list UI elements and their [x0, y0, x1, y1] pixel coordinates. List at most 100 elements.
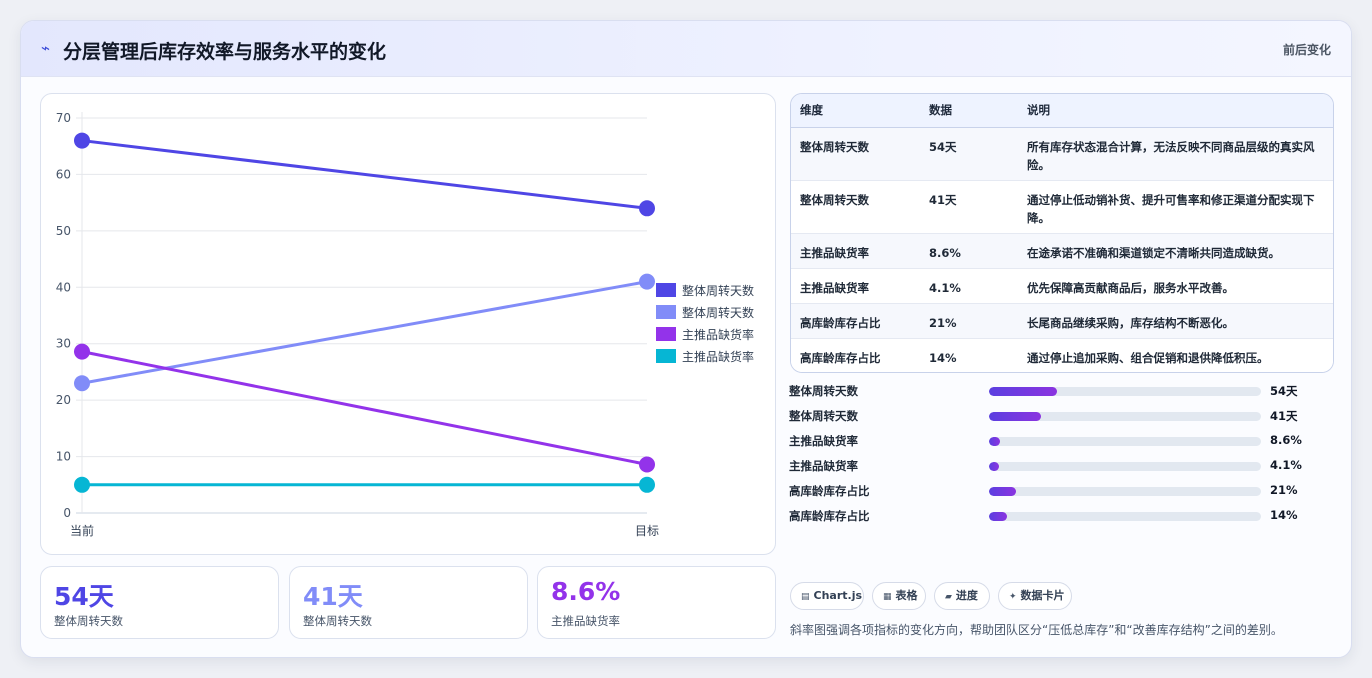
kpi-label: 整体周转天数 — [303, 614, 372, 628]
data-point — [639, 200, 655, 217]
progress-track — [989, 487, 1261, 496]
legend-swatch — [656, 327, 676, 341]
table-cell: 41天 — [929, 192, 957, 207]
progress-value: 54天 — [1270, 384, 1298, 398]
table-header-cell: 数据 — [920, 94, 1018, 128]
card-header: ⌁ 分层管理后库存效率与服务水平的变化 前后变化 — [21, 21, 1351, 77]
table-header-cell: 维度 — [791, 94, 920, 128]
legend-label: 整体周转天数 — [682, 283, 754, 298]
table-cell: 8.6% — [929, 245, 961, 260]
progress-value: 14% — [1270, 508, 1298, 522]
progress-value: 21% — [1270, 483, 1298, 497]
chart-svg: 0 10 20 30 40 50 60 70 当前 目标 整体周转天数整体周转天数主推品缺货率主推品… — [56, 111, 754, 538]
kpi-label: 整体周转天数 — [54, 614, 123, 628]
header-badge: 前后变化 — [1282, 43, 1331, 57]
tag-data-card[interactable]: ✦ 数据卡片 — [998, 582, 1072, 610]
table-cell: 14% — [929, 350, 957, 365]
table-row: 整体周转天数 54天 所有库存状态混合计算，无法反映不同商品层级的真实风险。 — [791, 127, 1333, 180]
table-cell: 整体周转天数 — [800, 139, 869, 154]
progress-fill — [989, 462, 999, 471]
data-table: 维度 数据 说明 整体周转天数 54天 所有库存状态混合计算，无法反映不同商品层… — [790, 93, 1334, 373]
table-row: 高库龄库存占比 21% 长尾商品继续采购，库存结构不断恶化。 — [791, 303, 1333, 338]
y-tick-label: 30 — [56, 337, 71, 351]
tag-label: 进度 — [955, 589, 978, 602]
series-line — [80, 350, 649, 466]
data-point — [639, 456, 655, 473]
y-tick-label: 50 — [56, 224, 71, 238]
table-cell: 高库龄库存占比 — [800, 350, 881, 365]
table-row: 高库龄库存占比 14% 通过停止追加采购、组合促销和退供降低积压。 — [791, 338, 1333, 372]
progress-icon: ▰ — [945, 592, 952, 602]
kpi-card: 8.6% 主推品缺货率 — [537, 566, 776, 639]
table-row: 主推品缺货率 4.1% 优先保障高贡献商品后，服务水平改善。 — [791, 268, 1333, 303]
progress-fill — [989, 387, 1057, 396]
table-cell: 高库龄库存占比 — [800, 315, 881, 330]
progress-row: 高库龄库存占比 21% — [789, 481, 1329, 501]
legend-label: 主推品缺货率 — [682, 327, 754, 342]
progress-row: 整体周转天数 54天 — [789, 381, 1329, 401]
table-cell: 在途承诺不准确和渠道锁定不清晰共同造成缺货。 — [1027, 245, 1280, 260]
legend-swatch — [656, 283, 676, 297]
x-tick-label: 目标 — [635, 524, 659, 538]
table-icon: ▦ — [883, 592, 892, 602]
data-point — [74, 343, 90, 360]
dashboard-card: ⌁ 分层管理后库存效率与服务水平的变化 前后变化 0 10 20 30 40 50 60 70… — [20, 20, 1352, 658]
progress-label: 高库龄库存占比 — [789, 484, 870, 498]
tag-progress[interactable]: ▰ 进度 — [934, 582, 990, 610]
kpi-value: 41天 — [303, 582, 363, 611]
progress-row: 主推品缺货率 8.6% — [789, 431, 1329, 451]
legend-label: 整体周转天数 — [682, 305, 754, 320]
tag-table[interactable]: ▦ 表格 — [872, 582, 926, 610]
tag-label: 表格 — [895, 589, 918, 602]
data-point — [639, 476, 655, 493]
progress-row: 整体周转天数 41天 — [789, 406, 1329, 426]
y-tick-label: 0 — [63, 506, 71, 520]
legend-swatch — [656, 349, 676, 363]
progress-track — [989, 387, 1261, 396]
progress-label: 整体周转天数 — [789, 384, 858, 398]
kpi-card: 41天 整体周转天数 — [289, 566, 528, 639]
y-tick-label: 40 — [56, 280, 71, 294]
footnote: 斜率图强调各项指标的变化方向，帮助团队区分“压低总库存”和“改善库存结构”之间的… — [790, 623, 1283, 637]
series-line — [80, 139, 649, 210]
table-cell: 主推品缺货率 — [800, 245, 869, 260]
progress-row: 主推品缺货率 4.1% — [789, 456, 1329, 476]
chart-icon: ▤ — [801, 592, 810, 602]
progress-label: 整体周转天数 — [789, 409, 858, 423]
kpi-card: 54天 整体周转天数 — [40, 566, 279, 639]
table-cell: 54天 — [929, 139, 957, 154]
y-tick-label: 60 — [56, 167, 71, 181]
table-cell: 通过停止低动销补货、提升可售率和修正渠道分配实现下降。 — [1027, 192, 1315, 225]
progress-label: 高库龄库存占比 — [789, 509, 870, 523]
data-point — [74, 132, 90, 149]
progress-value: 4.1% — [1270, 458, 1302, 472]
data-point — [74, 375, 90, 392]
x-tick-label: 当前 — [70, 523, 94, 538]
y-tick-label: 20 — [56, 393, 71, 407]
progress-track — [989, 512, 1261, 521]
table-cell: 优先保障高贡献商品后，服务水平改善。 — [1027, 280, 1234, 295]
table-cell: 21% — [929, 315, 957, 330]
legend-swatch — [656, 305, 676, 319]
progress-fill — [989, 512, 1007, 521]
card-icon: ✦ — [1009, 592, 1017, 602]
legend-label: 主推品缺货率 — [682, 349, 754, 364]
progress-fill — [989, 437, 1000, 446]
sparkle-line-icon: ⌁ — [41, 39, 51, 57]
progress-label: 主推品缺货率 — [789, 434, 858, 448]
table-header-cell: 说明 — [1018, 94, 1333, 128]
progress-label: 主推品缺货率 — [789, 459, 858, 473]
progress-row: 高库龄库存占比 14% — [789, 506, 1329, 526]
y-tick-label: 70 — [56, 111, 71, 125]
tag-chartjs[interactable]: ▤ Chart.js — [790, 582, 864, 610]
table-cell: 4.1% — [929, 280, 961, 295]
table-row: 整体周转天数 41天 通过停止低动销补货、提升可售率和修正渠道分配实现下降。 — [791, 180, 1333, 233]
table-row: 主推品缺货率 8.6% 在途承诺不准确和渠道锁定不清晰共同造成缺货。 — [791, 233, 1333, 268]
data-point — [639, 273, 655, 290]
table-cell: 通过停止追加采购、组合促销和退供降低积压。 — [1027, 350, 1269, 365]
series-line — [80, 280, 649, 385]
slope-chart: 0 10 20 30 40 50 60 70 当前 目标 整体周转天数 整体周转天数 主推品缺货率 主推品… — [40, 93, 776, 555]
page-title: 分层管理后库存效率与服务水平的变化 — [63, 41, 387, 63]
progress-track — [989, 437, 1261, 446]
kpi-label: 主推品缺货率 — [551, 614, 620, 628]
